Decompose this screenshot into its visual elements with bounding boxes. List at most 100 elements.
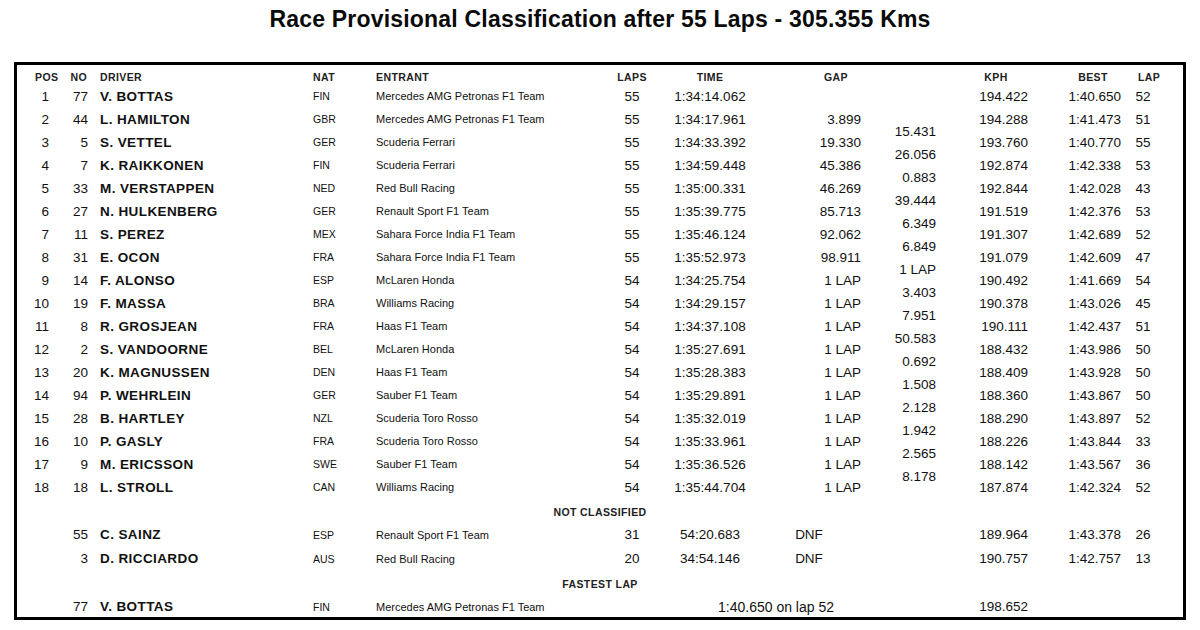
cell-lap: 52: [1123, 476, 1163, 499]
cell-driver: K. RAIKKONEN: [91, 154, 311, 177]
cell-pos: [17, 547, 55, 571]
cell-lap: 47: [1123, 246, 1163, 269]
cell-gap: DNF: [769, 523, 863, 547]
table-row: 1528B. HARTLEYNZLScuderia Toro Rosso541:…: [17, 407, 1183, 430]
cell-entrant: McLaren Honda: [373, 338, 613, 361]
cell-gap: 1 LAP: [769, 430, 863, 453]
cell-kph: 188.142: [939, 453, 1031, 476]
column-header-no: NO: [55, 71, 91, 85]
cell-nat: FIN: [311, 595, 373, 619]
cell-lap: 52: [1123, 85, 1163, 108]
cell-entrant: Sahara Force India F1 Team: [373, 246, 613, 269]
cell-interval: [863, 535, 939, 559]
cell-best: [1031, 595, 1123, 619]
column-header-lap: LAP: [1123, 71, 1163, 85]
cell-lap: 13: [1123, 547, 1163, 571]
cell-best: 1:43.844: [1031, 430, 1123, 453]
cell-gap: 92.062: [769, 223, 863, 246]
cell-nat: GER: [311, 131, 373, 154]
cell-nat: FRA: [311, 315, 373, 338]
cell-nat: GBR: [311, 108, 373, 131]
cell-lap: 53: [1123, 154, 1163, 177]
cell-interval: [863, 488, 939, 511]
cell-kph: 192.844: [939, 177, 1031, 200]
cell-kph: 190.111: [939, 315, 1031, 338]
column-header-gap: GAP: [769, 71, 939, 85]
cell-best: 1:43.867: [1031, 384, 1123, 407]
cell-pos: 17: [17, 453, 55, 476]
cell-entrant: Mercedes AMG Petronas F1 Team: [373, 595, 613, 619]
cell-no: 77: [55, 85, 91, 108]
cell-entrant: Mercedes AMG Petronas F1 Team: [373, 85, 613, 108]
cell-time: 1:35:33.961: [651, 430, 769, 453]
cell-gap: [769, 85, 863, 108]
cell-no: 2: [55, 338, 91, 361]
cell-pos: 18: [17, 476, 55, 499]
cell-interval: 3.403: [863, 281, 939, 304]
table-row: 1610P. GASLYFRAScuderia Toro Rosso541:35…: [17, 430, 1183, 453]
cell-interval: 2.128: [863, 396, 939, 419]
cell-driver: S. VANDOORNE: [91, 338, 311, 361]
column-header-kph: KPH: [939, 71, 1031, 85]
cell-best: 1:43.378: [1031, 523, 1123, 547]
cell-time: 1:35:28.383: [651, 361, 769, 384]
cell-gap: 1 LAP: [769, 361, 863, 384]
table-row: 1494P. WEHRLEINGERSauber F1 Team541:35:2…: [17, 384, 1183, 407]
cell-entrant: Red Bull Racing: [373, 177, 613, 200]
cell-laps: 55: [613, 200, 651, 223]
cell-laps: 54: [613, 269, 651, 292]
cell-no: 28: [55, 407, 91, 430]
table-row: 1019F. MASSABRAWilliams Racing541:34:29.…: [17, 292, 1183, 315]
table-row: 1320K. MAGNUSSENDENHaas F1 Team541:35:28…: [17, 361, 1183, 384]
cell-laps: 54: [613, 476, 651, 499]
table-row: 1818L. STROLLCANWilliams Racing541:35:44…: [17, 476, 1183, 499]
not-classified-section: 55C. SAINZESPRenault Sport F1 Team3154:2…: [17, 523, 1183, 571]
cell-no: 44: [55, 108, 91, 131]
table-row: 122S. VANDOORNEBELMcLaren Honda541:35:27…: [17, 338, 1183, 361]
cell-driver: M. VERSTAPPEN: [91, 177, 311, 200]
cell-best: 1:42.689: [1031, 223, 1123, 246]
cell-gap: 98.911: [769, 246, 863, 269]
cell-gap: 45.386: [769, 154, 863, 177]
table-row: 177V. BOTTASFINMercedes AMG Petronas F1 …: [17, 85, 1183, 108]
cell-best: 1:41.473: [1031, 108, 1123, 131]
cell-gap: 1 LAP: [769, 338, 863, 361]
cell-gap: 1 LAP: [769, 384, 863, 407]
cell-no: 27: [55, 200, 91, 223]
cell-lap: 52: [1123, 223, 1163, 246]
cell-no: 19: [55, 292, 91, 315]
cell-best: 1:42.437: [1031, 315, 1123, 338]
cell-interval: 15.431: [863, 120, 939, 143]
cell-interval: 0.692: [863, 350, 939, 373]
cell-kph: 191.307: [939, 223, 1031, 246]
cell-time: 1:34:17.961: [651, 108, 769, 131]
cell-pos: 5: [17, 177, 55, 200]
cell-pos: 11: [17, 315, 55, 338]
cell-time: 1:34:29.157: [651, 292, 769, 315]
cell-time: 1:35:00.331: [651, 177, 769, 200]
cell-laps: 55: [613, 177, 651, 200]
table-row: 118R. GROSJEANFRAHaas F1 Team541:34:37.1…: [17, 315, 1183, 338]
cell-pos: 14: [17, 384, 55, 407]
table-row: 627N. HULKENBERGGERRenault Sport F1 Team…: [17, 200, 1183, 223]
cell-nat: SWE: [311, 453, 373, 476]
table-row: 35S. VETTELGERScuderia Ferrari551:34:33.…: [17, 131, 1183, 154]
cell-interval: [863, 559, 939, 583]
cell-pos: 7: [17, 223, 55, 246]
cell-interval: [863, 97, 939, 120]
cell-kph: 190.492: [939, 269, 1031, 292]
cell-interval: 2.565: [863, 442, 939, 465]
cell-entrant: McLaren Honda: [373, 269, 613, 292]
cell-no: 7: [55, 154, 91, 177]
table-row: 831E. OCONFRASahara Force India F1 Team5…: [17, 246, 1183, 269]
cell-interval: 50.583: [863, 327, 939, 350]
cell-driver: N. HULKENBERG: [91, 200, 311, 223]
cell-entrant: Sahara Force India F1 Team: [373, 223, 613, 246]
cell-gap: 1 LAP: [769, 269, 863, 292]
cell-driver: P. GASLY: [91, 430, 311, 453]
cell-pos: [17, 595, 55, 619]
column-header-time: TIME: [651, 71, 769, 85]
column-header-pos: POS: [17, 71, 55, 85]
cell-nat: BEL: [311, 338, 373, 361]
cell-nat: GER: [311, 200, 373, 223]
